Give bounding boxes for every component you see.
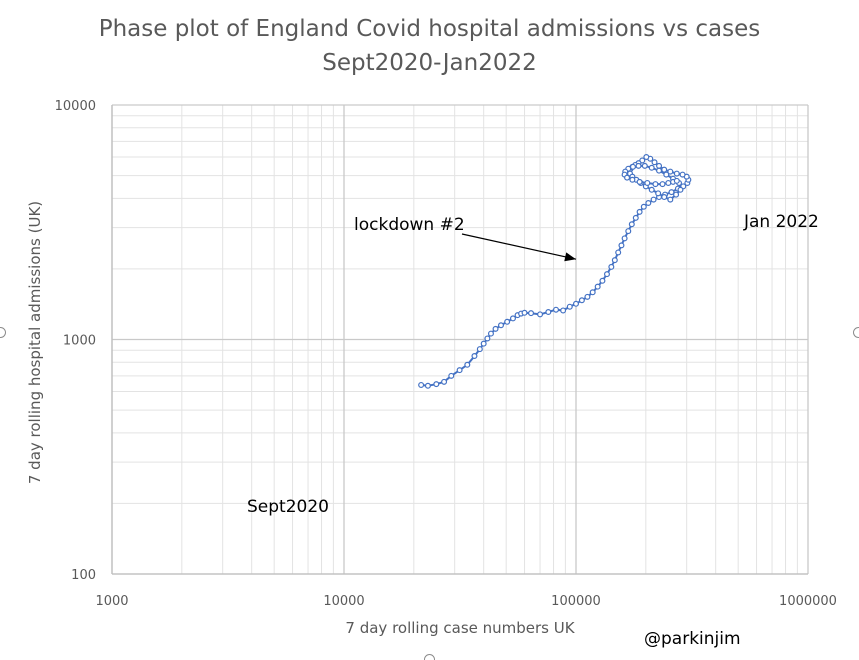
data-point	[578, 297, 585, 304]
data-point	[589, 289, 596, 296]
data-point	[656, 162, 663, 169]
data-point	[553, 306, 560, 313]
data-point	[504, 318, 511, 325]
data-point	[641, 162, 648, 169]
data-point	[509, 315, 516, 322]
data-point	[594, 283, 601, 290]
series-line	[420, 155, 690, 387]
data-point	[636, 208, 643, 215]
tick-labels: 1000 10000 100000 1000000 100 1000 10000	[55, 99, 837, 609]
data-point	[625, 228, 632, 235]
data-point	[566, 303, 573, 310]
data-point	[476, 346, 483, 353]
annotation-lockdown: lockdown #2	[354, 215, 465, 235]
data-point	[584, 293, 591, 300]
data-point	[418, 381, 425, 388]
data-point	[621, 235, 628, 242]
data-point	[667, 168, 674, 175]
data-point	[645, 200, 652, 207]
data-point	[665, 179, 672, 186]
annotation-arrow	[461, 233, 577, 262]
data-point	[635, 162, 642, 169]
data-point	[673, 191, 680, 198]
data-point	[618, 242, 625, 249]
data-point	[667, 196, 674, 203]
data-point	[632, 214, 639, 221]
data-point	[679, 171, 686, 178]
data-point	[484, 335, 491, 342]
data-point	[648, 186, 655, 193]
x-tick-label: 10000	[323, 594, 364, 609]
data-point	[608, 263, 615, 270]
data-point	[650, 196, 657, 203]
data-point	[644, 179, 651, 186]
arrow-head	[564, 252, 576, 262]
x-tick-label: 1000	[95, 594, 128, 609]
x-tick-label: 100000	[551, 594, 601, 609]
data-point	[433, 381, 440, 388]
data-point	[603, 271, 610, 278]
data-point	[528, 310, 535, 317]
data-point	[615, 249, 622, 256]
data-point	[643, 154, 650, 161]
data-point	[648, 164, 655, 171]
annotation-sept-2020: Sept2020	[247, 497, 329, 517]
data-point	[668, 189, 675, 196]
data-point	[464, 361, 471, 368]
data-point	[640, 203, 647, 210]
data-point	[497, 322, 504, 329]
arrow-line	[461, 233, 577, 260]
data-point	[673, 170, 680, 177]
data-point	[636, 178, 643, 185]
data-point	[441, 378, 448, 385]
data-point	[661, 194, 668, 201]
annotation-jan-2022: Jan 2022	[744, 212, 819, 232]
data-point	[599, 277, 606, 284]
resize-handle-right[interactable]	[853, 327, 859, 338]
y-tick-label: 100	[71, 568, 96, 583]
credit-label: @parkinjim	[644, 629, 741, 649]
chart-title-line1: Phase plot of England Covid hospital adm…	[98, 16, 761, 42]
data-point	[629, 176, 636, 183]
data-series	[418, 154, 692, 389]
data-point	[651, 159, 658, 166]
axes	[111, 105, 808, 575]
data-point	[628, 221, 635, 228]
data-point	[663, 171, 670, 178]
data-point	[560, 307, 567, 314]
x-tick-label: 1000000	[779, 594, 837, 609]
data-point	[659, 181, 666, 188]
data-point	[629, 163, 636, 170]
data-point	[487, 330, 494, 337]
data-point	[492, 325, 499, 332]
data-point	[677, 186, 684, 193]
data-point	[611, 257, 618, 264]
data-point	[661, 166, 668, 173]
data-point	[480, 340, 487, 347]
y-axis-label: 7 day rolling hospital admissions (UK)	[26, 201, 44, 484]
data-point	[655, 190, 662, 197]
data-point	[424, 382, 431, 389]
data-point	[624, 174, 631, 181]
data-point	[572, 300, 579, 307]
data-point	[537, 311, 544, 318]
x-axis-label: 7 day rolling case numbers UK	[345, 619, 575, 637]
data-point	[652, 181, 659, 188]
data-point	[673, 177, 680, 184]
chart-title-line2: Sept2020-Jan2022	[322, 50, 537, 76]
axis-labels: 7 day rolling case numbers UK 7 day rolli…	[26, 201, 576, 637]
y-tick-label: 10000	[55, 99, 96, 114]
resize-handle-bottom[interactable]	[424, 654, 435, 660]
data-point	[471, 353, 478, 360]
y-tick-label: 1000	[63, 334, 96, 349]
data-point	[456, 367, 463, 374]
data-point	[656, 167, 663, 174]
data-point	[545, 308, 552, 315]
data-point	[448, 372, 455, 379]
data-point	[521, 309, 528, 316]
